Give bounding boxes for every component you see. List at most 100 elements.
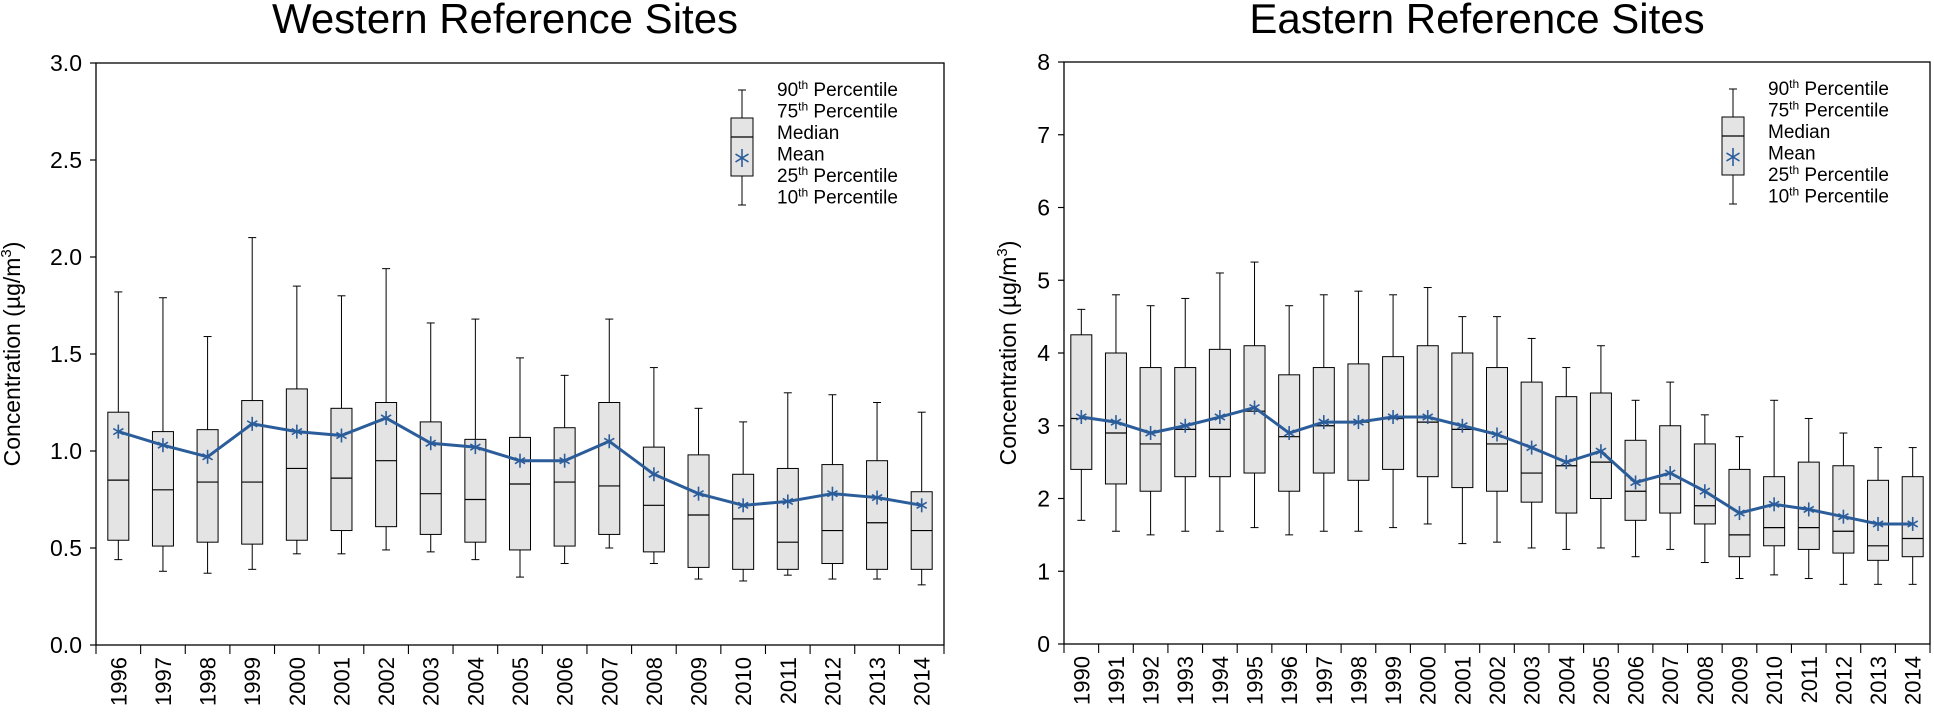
x-tick-label-west: 2004	[463, 657, 488, 706]
x-tick-label-west: 1996	[106, 657, 131, 706]
box-iqr	[1901, 476, 1924, 558]
y-tick-label-west: 0.0	[50, 632, 82, 658]
y-tick-label-east: 5	[1037, 267, 1050, 293]
chart-title-west: Western Reference Sites	[271, 0, 739, 42]
mean-marker	[1249, 400, 1260, 415]
mean-marker	[1560, 455, 1572, 470]
western-chart-panel: Western Reference Sites 0.0 0.5 1.0 1.5 2.0 2…	[0, 0, 960, 726]
mean-marker	[737, 498, 749, 513]
box-iqr	[375, 402, 398, 528]
x-tick-label-east: 2001	[1450, 656, 1475, 705]
x-tick-label-west: 2014	[910, 657, 935, 706]
box-iqr	[285, 388, 308, 541]
box-iqr	[821, 464, 844, 565]
mean-marker	[559, 453, 571, 468]
x-tick-label-east: 1996	[1277, 656, 1302, 705]
x-tick-label-east: 1999	[1381, 656, 1406, 705]
x-tick-label-west: 2008	[642, 657, 667, 706]
legend-label-p10: 10th Percentile	[1768, 185, 1889, 208]
box-iqr	[1070, 334, 1093, 470]
x-tick-label-west: 2013	[865, 657, 890, 706]
x-tick-label-east: 1992	[1139, 656, 1164, 705]
x-tick-label-east: 2004	[1554, 656, 1579, 705]
box-iqr	[509, 436, 531, 551]
x-tick-label-west: 2001	[329, 657, 354, 706]
legend-label-p75: 75th Percentile	[1768, 99, 1889, 122]
western-chart: 0.0 0.5 1.0 1.5 2.0 2.5 3.0 Concentration (µg/m…	[0, 50, 945, 706]
mean-marker	[1422, 410, 1434, 425]
x-tick-label-east: 2003	[1520, 656, 1545, 705]
legend-box	[1721, 116, 1745, 176]
y-axis-label-east: Concentration (µg/m3)	[994, 241, 1021, 466]
box-iqr	[866, 460, 889, 570]
legend-label-mean: Mean	[777, 145, 825, 166]
y-tick-label-west: 2.0	[50, 244, 82, 270]
eastern-chart-panel: Eastern Reference Sites 0 1 2 3 4 5 6 7 8 Concent…	[970, 0, 1934, 726]
mean-marker	[1318, 415, 1330, 430]
legend-label-p90: 90th Percentile	[777, 78, 898, 101]
x-tick-label-west: 2009	[687, 657, 712, 706]
y-tick-label-east: 7	[1037, 122, 1050, 148]
mean-marker	[1907, 516, 1919, 531]
x-tick-label-west: 2011	[776, 657, 801, 704]
box-iqr	[241, 400, 264, 545]
box-iqr	[1693, 443, 1716, 525]
x-tick-label-east: 1993	[1173, 656, 1198, 705]
mean-marker	[603, 434, 615, 449]
mean-marker	[1456, 418, 1468, 433]
legend-mean-marker	[1726, 148, 1740, 166]
box-iqr	[151, 431, 174, 547]
x-tick-label-west: 2003	[419, 657, 444, 706]
mean-marker	[1664, 466, 1676, 481]
box-iqr	[687, 454, 710, 568]
mean-marker	[380, 411, 392, 426]
mean-marker	[1803, 502, 1815, 517]
mean-marker	[1283, 426, 1295, 441]
y-tick-label-west: 2.5	[50, 147, 82, 173]
mean-marker	[1179, 418, 1191, 433]
legend-label-median: Median	[777, 123, 839, 144]
x-tick-label-east: 2000	[1416, 656, 1441, 705]
y-tick-label-east: 2	[1037, 486, 1050, 512]
legend-label-mean: Mean	[1768, 144, 1816, 165]
mean-marker	[291, 424, 303, 439]
x-tick-label-west: 2000	[285, 657, 310, 706]
x-tick-label-west: 2012	[820, 657, 845, 706]
y-tick-label-east: 0	[1037, 631, 1050, 657]
y-tick-label-east: 3	[1037, 413, 1050, 439]
box-iqr	[330, 407, 353, 532]
box-iqr	[642, 446, 665, 553]
mean-marker	[1214, 410, 1226, 425]
box-iqr	[464, 438, 487, 543]
box-iqr	[419, 421, 442, 535]
x-tick-label-west: 2005	[508, 657, 533, 706]
legend-box	[730, 117, 754, 177]
mean-marker	[826, 486, 838, 501]
x-tick-label-east: 1997	[1312, 656, 1337, 705]
legend-label-p10: 10th Percentile	[777, 186, 898, 209]
mean-marker	[469, 440, 481, 455]
x-tick-label-east: 2002	[1485, 656, 1510, 705]
mean-marker	[1872, 516, 1884, 531]
x-tick-label-east: 1994	[1208, 656, 1233, 705]
chart-title-east: Eastern Reference Sites	[1249, 0, 1705, 42]
y-tick-label-east: 4	[1037, 340, 1050, 366]
mean-marker	[1387, 410, 1399, 425]
y-tick-label-west: 0.5	[50, 535, 82, 561]
x-tick-label-west: 1999	[240, 657, 265, 706]
x-tick-label-west: 2010	[731, 657, 756, 706]
x-tick-label-west: 1998	[196, 657, 221, 706]
x-tick-label-east: 2007	[1658, 656, 1683, 705]
y-tick-label-east: 6	[1037, 195, 1050, 221]
mean-marker	[693, 486, 704, 501]
mean-marker	[1630, 475, 1642, 490]
x-tick-label-east: 2006	[1624, 656, 1649, 705]
box-iqr	[107, 411, 130, 541]
legend-label-p25: 25th Percentile	[1768, 163, 1889, 186]
mean-marker	[916, 498, 928, 513]
x-tick-label-west: 2007	[597, 657, 622, 706]
mean-marker	[1075, 410, 1087, 425]
mean-marker	[1526, 440, 1538, 455]
mean-marker	[1352, 415, 1364, 430]
